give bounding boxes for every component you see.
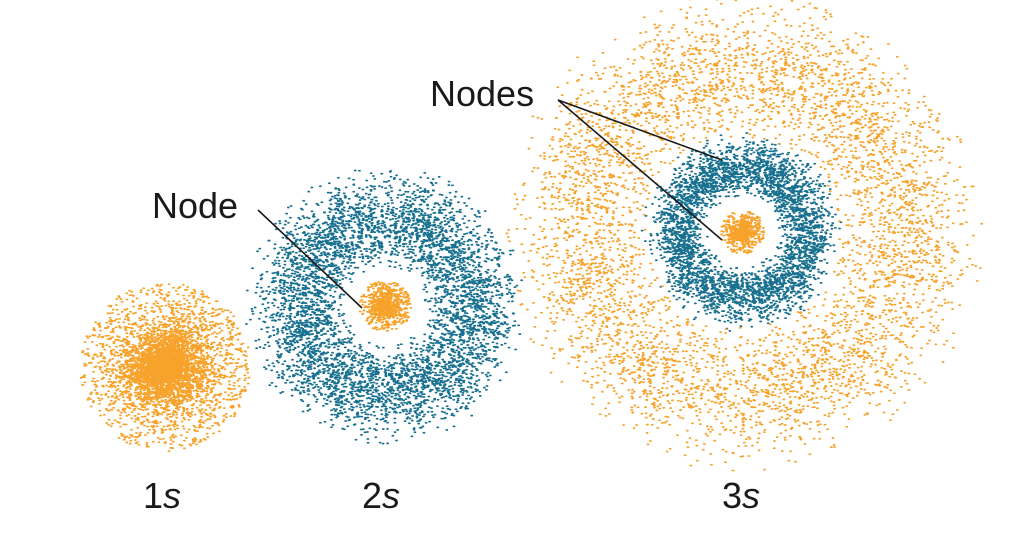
stipple-layer	[358, 281, 413, 332]
stipple-layer	[124, 328, 206, 407]
node-callout: Node	[152, 185, 238, 226]
electron-clouds	[79, 0, 984, 472]
orbital-label-3s: 3s	[722, 475, 760, 516]
stipple-layer	[720, 211, 766, 254]
nodes-callout: Nodes	[430, 73, 534, 114]
stipple-layer	[245, 169, 524, 445]
orbital-3s-number: 3	[722, 475, 742, 516]
orbital-3s-cloud	[505, 0, 984, 472]
node-leader-line	[257, 209, 363, 309]
orbital-2s-letter: s	[382, 475, 400, 516]
orbital-1s-cloud	[79, 283, 251, 453]
nodes-leader-line-inner	[557, 99, 723, 241]
nodes-leader-line-outer	[557, 99, 723, 161]
orbital-2s-cloud	[245, 169, 524, 445]
orbital-label-1s: 1s	[143, 475, 181, 516]
stipple-layer	[505, 0, 984, 472]
callout-lines	[257, 99, 723, 309]
orbital-2s-number: 2	[362, 475, 382, 516]
orbital-1s-letter: s	[163, 475, 181, 516]
orbital-3s-letter: s	[742, 475, 760, 516]
orbital-label-2s: 2s	[362, 475, 400, 516]
orbital-1s-number: 1	[143, 475, 163, 516]
